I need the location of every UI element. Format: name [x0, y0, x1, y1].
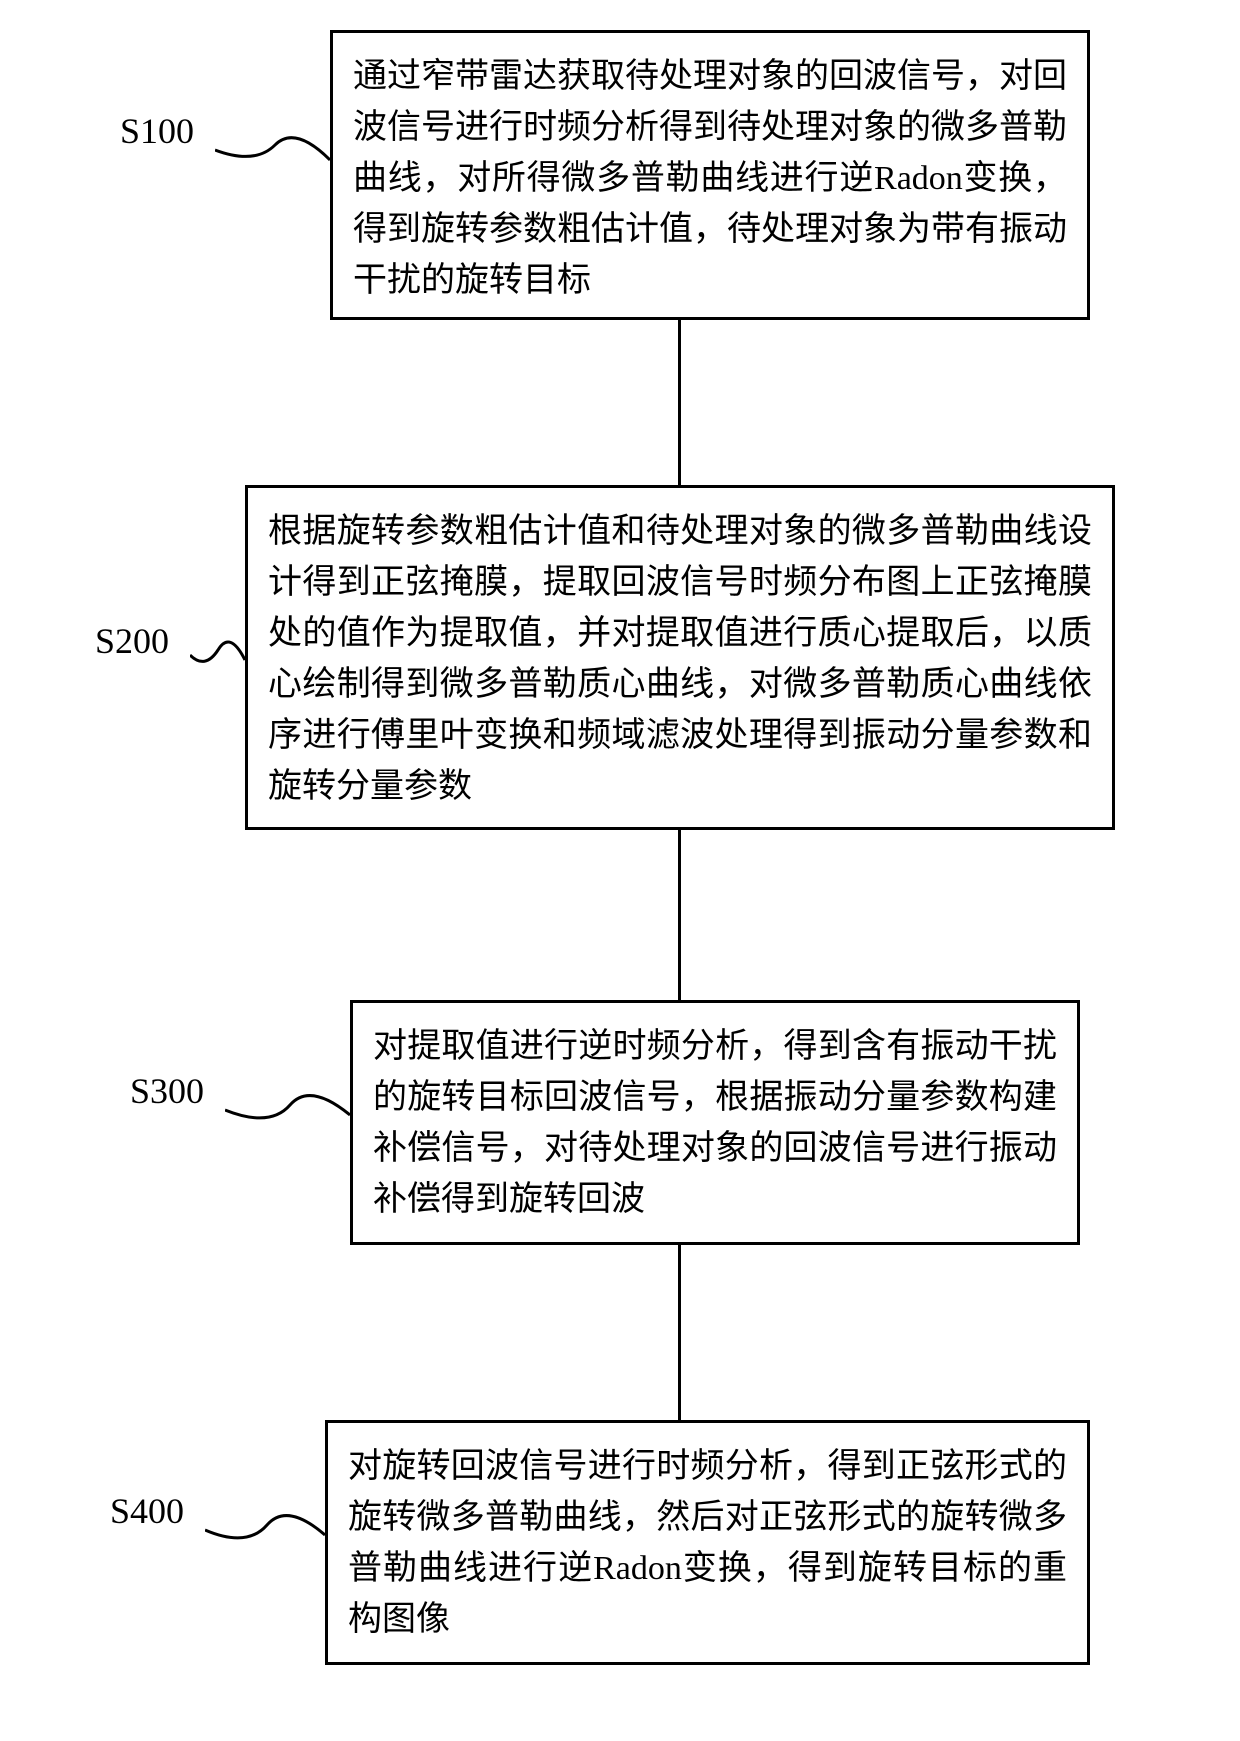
step-text: 通过窄带雷达获取待处理对象的回波信号，对回波信号进行时频分析得到待处理对象的微多…	[353, 51, 1067, 306]
step-label-s300: S300	[130, 1070, 204, 1112]
step-label-s100: S100	[120, 110, 194, 152]
connector-curve-s300	[225, 1080, 350, 1130]
vertical-connector-1	[678, 320, 681, 485]
label-text: S400	[110, 1491, 184, 1531]
step-text: 对旋转回波信号进行时频分析，得到正弦形式的旋转微多普勒曲线，然后对正弦形式的旋转…	[348, 1441, 1067, 1645]
step-label-s400: S400	[110, 1490, 184, 1532]
step-text: 对提取值进行逆时频分析，得到含有振动干扰的旋转目标回波信号，根据振动分量参数构建…	[373, 1021, 1057, 1225]
connector-curve-s100	[215, 120, 330, 170]
step-box-s400: 对旋转回波信号进行时频分析，得到正弦形式的旋转微多普勒曲线，然后对正弦形式的旋转…	[325, 1420, 1090, 1665]
step-label-s200: S200	[95, 620, 169, 662]
step-text: 根据旋转参数粗估计值和待处理对象的微多普勒曲线设计得到正弦掩膜，提取回波信号时频…	[268, 506, 1092, 812]
label-text: S100	[120, 111, 194, 151]
step-box-s300: 对提取值进行逆时频分析，得到含有振动干扰的旋转目标回波信号，根据振动分量参数构建…	[350, 1000, 1080, 1245]
vertical-connector-2	[678, 830, 681, 1000]
step-box-s200: 根据旋转参数粗估计值和待处理对象的微多普勒曲线设计得到正弦掩膜，提取回波信号时频…	[245, 485, 1115, 830]
step-box-s100: 通过窄带雷达获取待处理对象的回波信号，对回波信号进行时频分析得到待处理对象的微多…	[330, 30, 1090, 320]
vertical-connector-3	[678, 1245, 681, 1420]
flowchart-container: S100 通过窄带雷达获取待处理对象的回波信号，对回波信号进行时频分析得到待处理…	[0, 0, 1240, 1741]
connector-curve-s400	[205, 1500, 325, 1550]
label-text: S300	[130, 1071, 204, 1111]
label-text: S200	[95, 621, 169, 661]
connector-curve-s200	[190, 630, 245, 675]
